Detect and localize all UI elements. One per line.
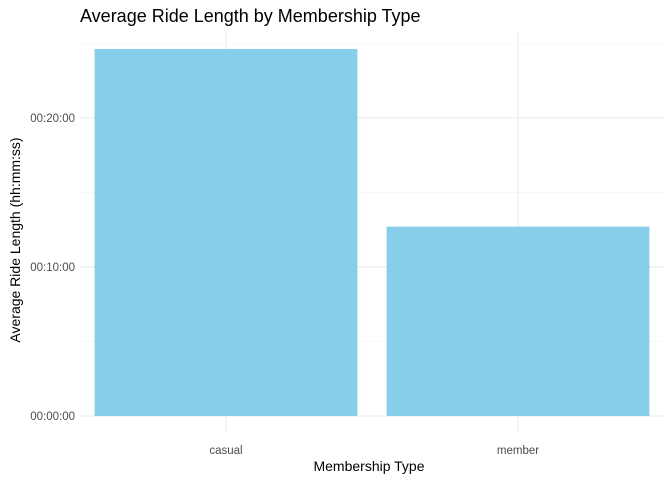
x-tick-label: casual	[209, 445, 242, 457]
bar-casual	[94, 48, 358, 416]
bar-member	[386, 226, 650, 416]
y-tick-label: 00:10:00	[30, 262, 75, 274]
chart-title: Average Ride Length by Membership Type	[80, 6, 421, 26]
x-axis-ticks: casual member	[209, 445, 539, 457]
x-axis-title: Membership Type	[313, 458, 424, 474]
bars	[94, 48, 650, 416]
y-axis-ticks: 00:00:00 00:10:00 00:20:00	[30, 113, 75, 423]
y-tick-label: 00:20:00	[30, 113, 75, 125]
y-axis-title: Average Ride Length (hh:mm:ss)	[7, 137, 23, 342]
y-tick-label: 00:00:00	[30, 411, 75, 423]
x-tick-label: member	[497, 445, 539, 457]
